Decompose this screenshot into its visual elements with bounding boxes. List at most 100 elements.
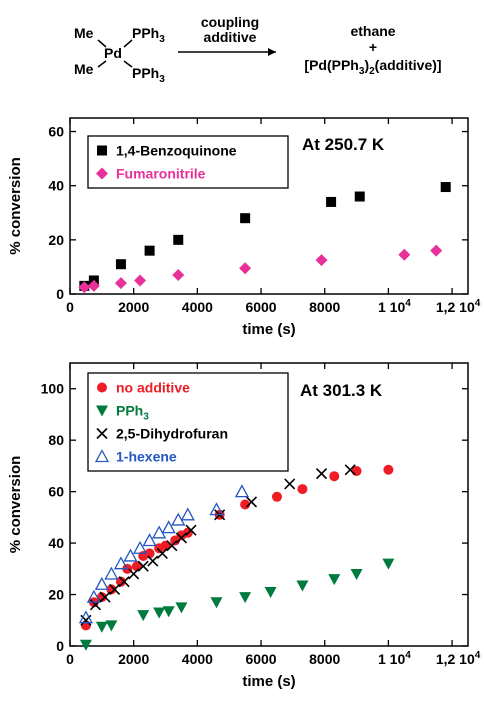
data-point bbox=[152, 525, 167, 539]
data-point bbox=[156, 547, 168, 559]
scheme-pph3-top: PPh3 bbox=[132, 25, 165, 45]
x-tick-label: 1,2 104 bbox=[436, 298, 481, 315]
x-tick-label: 8000 bbox=[309, 651, 340, 667]
scheme-arrow-top-label: coupling bbox=[201, 14, 259, 30]
legend-label: Fumaronitrile bbox=[116, 166, 206, 182]
x-tick-label: 2000 bbox=[118, 651, 149, 667]
y-axis-label: % conversion bbox=[7, 157, 24, 255]
y-tick-label: 0 bbox=[56, 286, 64, 302]
scheme-me-top: Me bbox=[74, 25, 94, 41]
data-point bbox=[99, 591, 111, 603]
legend-marker bbox=[94, 449, 110, 463]
data-point bbox=[144, 245, 155, 256]
scheme-pd: Pd bbox=[104, 45, 122, 61]
data-point bbox=[79, 639, 92, 651]
data-point bbox=[315, 468, 328, 480]
data-point bbox=[271, 491, 282, 502]
legend: 1,4-Benzoquinone Fumaronitrile bbox=[87, 135, 289, 189]
series-0 bbox=[79, 182, 451, 291]
data-point bbox=[326, 196, 337, 207]
data-point bbox=[95, 621, 108, 633]
data-point bbox=[115, 259, 126, 270]
y-tick-label: 100 bbox=[41, 381, 65, 397]
data-point bbox=[172, 269, 185, 282]
data-point bbox=[153, 607, 166, 619]
y-tick-label: 60 bbox=[48, 124, 64, 140]
data-point bbox=[137, 560, 149, 572]
legend-marker bbox=[96, 167, 108, 180]
data-point bbox=[160, 540, 171, 551]
legend-label: 1,4-Benzoquinone bbox=[116, 143, 237, 159]
x-tick-label: 6000 bbox=[245, 651, 276, 667]
data-point bbox=[315, 254, 328, 267]
legend-box bbox=[87, 135, 289, 189]
data-point bbox=[234, 484, 250, 498]
data-point bbox=[328, 574, 341, 586]
data-point bbox=[354, 191, 365, 202]
y-ticks: 0 20 40 60 80 100 bbox=[41, 381, 468, 654]
data-point bbox=[118, 576, 130, 588]
data-point bbox=[264, 586, 277, 598]
data-point bbox=[109, 583, 121, 595]
legend-label: 1-hexene bbox=[116, 449, 177, 465]
series-1 bbox=[79, 558, 395, 651]
data-point bbox=[166, 540, 178, 552]
data-point bbox=[94, 576, 109, 590]
data-point bbox=[382, 558, 395, 570]
data-point bbox=[78, 610, 94, 624]
y-tick-label: 20 bbox=[48, 587, 64, 603]
chart-250K: 0 20 40 60 0 2000 4000 6000 8000 1 104 1,2 104 ti… bbox=[7, 117, 481, 338]
scheme-product-complex: [Pd(PPh3)2(additive)] bbox=[304, 57, 441, 77]
data-point bbox=[239, 262, 252, 275]
x-axis-label: time (s) bbox=[242, 321, 295, 338]
data-point bbox=[350, 568, 363, 580]
scheme-product-plus: + bbox=[369, 39, 377, 55]
legend-label: PPh3 bbox=[116, 403, 149, 423]
scheme-me-bottom: Me bbox=[74, 61, 94, 77]
data-point bbox=[114, 277, 127, 290]
legend-label: 2,5-Dihydrofuran bbox=[116, 426, 228, 442]
data-point bbox=[128, 568, 140, 580]
data-point bbox=[105, 620, 118, 632]
data-point bbox=[440, 182, 451, 193]
reaction-scheme: Me Me Pd PPh3 PPh3 coupling additive eth… bbox=[74, 14, 442, 85]
scheme-arrowhead bbox=[268, 48, 276, 56]
scheme-bond-pph3-bottom bbox=[123, 60, 133, 68]
x-tick-label: 1 104 bbox=[378, 650, 411, 667]
plot-frame bbox=[69, 362, 469, 647]
data-point bbox=[142, 533, 157, 547]
y-axis-label: % conversion bbox=[7, 456, 24, 554]
legend-marker bbox=[97, 382, 107, 393]
x-ticks: 0 2000 4000 6000 8000 1 104 1,2 104 bbox=[66, 118, 481, 315]
x-tick-label: 0 bbox=[66, 651, 74, 667]
series-3 bbox=[78, 484, 250, 624]
data-points bbox=[78, 464, 395, 651]
plot-frame bbox=[69, 117, 469, 295]
data-point bbox=[175, 602, 188, 614]
x-tick-label: 2000 bbox=[118, 299, 149, 315]
data-point bbox=[297, 484, 308, 495]
legend-box bbox=[87, 372, 289, 472]
data-point bbox=[87, 279, 100, 292]
data-point bbox=[175, 532, 188, 544]
y-ticks: 0 20 40 60 bbox=[48, 124, 468, 302]
y-tick-label: 0 bbox=[56, 638, 64, 654]
data-point bbox=[78, 281, 91, 294]
data-point bbox=[185, 524, 197, 536]
x-ticks: 0 2000 4000 6000 8000 1 104 1,2 104 bbox=[66, 363, 481, 667]
legend-marker bbox=[97, 145, 107, 156]
scheme-bond-pph3-top bbox=[123, 39, 133, 48]
data-point bbox=[104, 566, 119, 580]
legend-label: no additive bbox=[116, 380, 190, 396]
data-point bbox=[162, 606, 175, 618]
data-point bbox=[209, 502, 224, 516]
scheme-bond-me-bottom bbox=[97, 60, 107, 68]
data-point bbox=[132, 540, 148, 554]
data-point bbox=[80, 620, 91, 631]
x-tick-label: 1 104 bbox=[378, 298, 411, 315]
data-point bbox=[134, 274, 147, 287]
data-point bbox=[329, 471, 340, 482]
data-point bbox=[245, 496, 258, 508]
scheme-bond-me-top bbox=[97, 39, 107, 48]
